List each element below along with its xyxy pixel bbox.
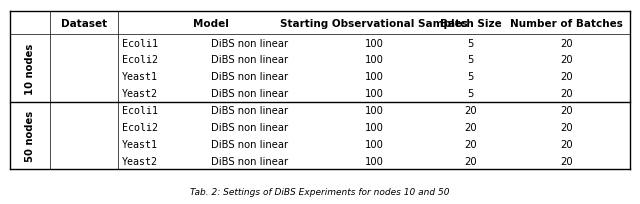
Text: 100: 100	[365, 156, 384, 166]
Text: Ecoli2: Ecoli2	[122, 122, 157, 132]
Text: 5: 5	[467, 89, 474, 99]
Text: Dataset: Dataset	[61, 19, 108, 29]
Text: Ecoli2: Ecoli2	[122, 55, 157, 65]
Text: 20: 20	[560, 89, 573, 99]
Text: Ecoli1: Ecoli1	[122, 38, 157, 48]
Text: DiBS non linear: DiBS non linear	[211, 38, 289, 48]
Text: 100: 100	[365, 139, 384, 149]
Text: 5: 5	[467, 38, 474, 48]
Text: 20: 20	[464, 139, 477, 149]
Text: 100: 100	[365, 89, 384, 99]
Text: 20: 20	[560, 106, 573, 115]
Text: 100: 100	[365, 38, 384, 48]
Text: 100: 100	[365, 122, 384, 132]
Text: Number of Batches: Number of Batches	[510, 19, 623, 29]
Text: 20: 20	[560, 122, 573, 132]
Text: DiBS non linear: DiBS non linear	[211, 106, 289, 115]
Text: Yeast2: Yeast2	[122, 89, 157, 99]
Text: 20: 20	[560, 38, 573, 48]
Text: 20: 20	[560, 156, 573, 166]
Text: DiBS non linear: DiBS non linear	[211, 72, 289, 82]
Text: Model: Model	[193, 19, 229, 29]
Text: 20: 20	[464, 122, 477, 132]
Text: DiBS non linear: DiBS non linear	[211, 55, 289, 65]
Text: 20: 20	[464, 156, 477, 166]
Text: 100: 100	[365, 106, 384, 115]
Text: 5: 5	[467, 72, 474, 82]
Text: Yeast1: Yeast1	[122, 139, 157, 149]
Text: Yeast1: Yeast1	[122, 72, 157, 82]
Text: Starting Observational Samples: Starting Observational Samples	[280, 19, 468, 29]
Text: DiBS non linear: DiBS non linear	[211, 122, 289, 132]
Text: 20: 20	[560, 72, 573, 82]
Text: 20: 20	[560, 55, 573, 65]
Text: 5: 5	[467, 55, 474, 65]
Text: 20: 20	[560, 139, 573, 149]
Text: DiBS non linear: DiBS non linear	[211, 139, 289, 149]
Text: 50 nodes: 50 nodes	[25, 110, 35, 161]
Text: 20: 20	[464, 106, 477, 115]
Text: DiBS non linear: DiBS non linear	[211, 89, 289, 99]
Text: 10 nodes: 10 nodes	[25, 43, 35, 94]
Text: Tab. 2: Settings of DiBS Experiments for nodes 10 and 50: Tab. 2: Settings of DiBS Experiments for…	[190, 187, 450, 196]
Text: Yeast2: Yeast2	[122, 156, 157, 166]
Text: 100: 100	[365, 55, 384, 65]
Text: DiBS non linear: DiBS non linear	[211, 156, 289, 166]
Text: Ecoli1: Ecoli1	[122, 106, 157, 115]
Text: 100: 100	[365, 72, 384, 82]
Text: Batch Size: Batch Size	[440, 19, 501, 29]
